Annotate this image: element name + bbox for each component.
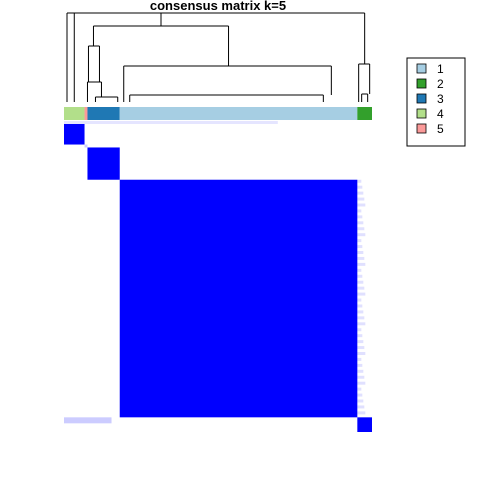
legend-swatch-5 [416,123,427,134]
heatmap-cell-noise [64,417,112,424]
annotation-class-3 [87,107,120,120]
heatmap-cell-noise [357,191,364,195]
heatmap-cell-noise [357,203,366,207]
heatmap-cell-noise [357,328,362,332]
heatmap-cell-noise [357,221,364,225]
heatmap-cell-noise [357,322,366,326]
legend-swatch-3 [416,93,427,104]
heatmap-cell-noise [357,298,362,302]
heatmap-cell-noise [357,292,366,296]
heatmap-cell-noise [357,310,364,314]
heatmap-cell-noise [357,304,363,308]
heatmap-cell-noise [357,227,365,231]
heatmap-cell-noise [357,197,365,201]
heatmap-cell-noise [64,121,278,124]
class-annotation-bar [64,107,372,120]
heatmap-cell-noise [357,363,363,367]
heatmap-block-class-4 [64,124,85,145]
annotation-class-1 [119,107,358,120]
heatmap-cell-noise [357,286,365,290]
heatmap-cell-noise [357,316,365,320]
legend-label-1: 1 [437,62,444,76]
legend-swatch-2 [416,78,427,89]
legend-label-3: 3 [437,92,444,106]
heatmap-cell-noise [357,274,363,278]
dendrogram [66,12,371,102]
heatmap-cell-noise [357,357,362,361]
heatmap-cell-noise [357,393,363,397]
consensus-heatmap [64,121,372,432]
heatmap-cell-noise [357,215,363,219]
heatmap-cell-noise [357,262,366,266]
legend-swatch-1 [416,63,427,74]
heatmap-block-class-3 [87,147,120,180]
heatmap-cell-noise [357,340,364,344]
heatmap-cell-noise [357,239,362,243]
heatmap-cell-noise [357,251,364,255]
heatmap-cell-noise [357,375,365,379]
heatmap-cell-noise [357,209,362,213]
heatmap-cell-noise [357,185,363,189]
heatmap-cell-noise [357,280,364,284]
heatmap-cell-noise [357,369,364,373]
heatmap-cell-noise [357,351,366,355]
heatmap-cell-noise [357,256,365,260]
heatmap-cell-noise [357,334,363,338]
legend-label-4: 4 [437,107,444,121]
legend-label-5: 5 [437,122,444,136]
legend-box [406,57,466,147]
annotation-class-5 [84,107,88,120]
heatmap-cell-noise [357,179,362,183]
annotation-class-4 [64,107,85,120]
heatmap-cell-noise [357,346,365,350]
chart-title: consensus matrix k=5 [150,0,286,13]
heatmap-cell-noise [357,411,366,415]
heatmap-block-class-2 [357,417,372,432]
heatmap-cell-noise [357,245,363,249]
heatmap-block-class-5 [84,144,88,148]
legend-label-2: 2 [437,77,444,91]
heatmap-cell-noise [357,233,366,237]
heatmap-block-class-1 [119,179,358,418]
heatmap-cell-noise [357,381,366,385]
heatmap-cell-noise [357,387,362,391]
heatmap-cell-noise [357,268,362,272]
heatmap-cell-noise [357,399,364,403]
legend-swatch-4 [416,108,427,119]
annotation-class-2 [357,107,372,120]
heatmap-cell-noise [357,405,365,409]
